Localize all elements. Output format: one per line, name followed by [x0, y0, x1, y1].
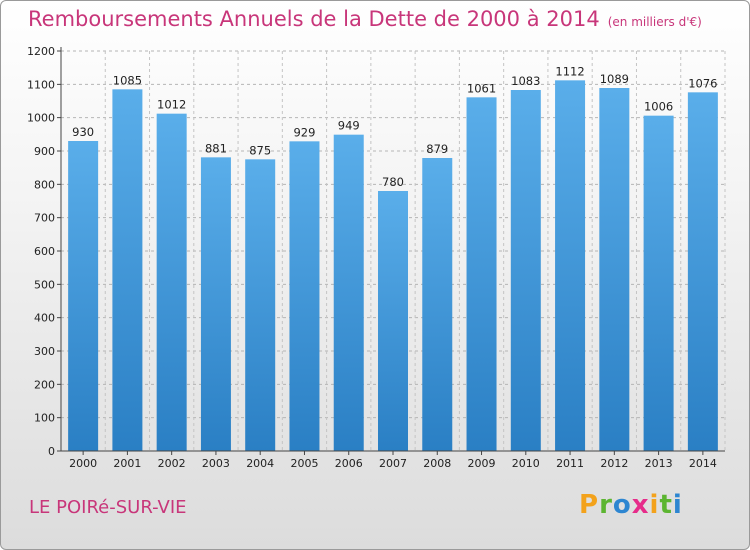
logo-letter: t	[659, 490, 673, 520]
value-label-2008: 879	[426, 142, 448, 156]
bar-2003	[200, 157, 231, 452]
y-tick-label: 600	[34, 245, 55, 258]
logo-letter: r	[599, 490, 613, 520]
y-tick-label: 500	[34, 278, 55, 291]
y-tick-label: 0	[48, 445, 55, 458]
value-label-2001: 1085	[113, 73, 142, 87]
x-tick-label-2000: 2000	[69, 457, 97, 470]
x-tick-label-2013: 2013	[645, 457, 673, 470]
value-label-2006: 949	[338, 119, 360, 133]
chart-title-text: Remboursements Annuels de la Dette de 20…	[28, 7, 600, 31]
chart-title: Remboursements Annuels de la Dette de 20…	[28, 7, 702, 31]
x-tick-label-2006: 2006	[335, 457, 363, 470]
y-tick-label: 200	[34, 378, 55, 391]
y-tick-label: 100	[34, 412, 55, 425]
bar-2000	[68, 141, 99, 451]
value-label-2010: 1083	[511, 74, 540, 88]
bar-2007	[378, 191, 408, 451]
logo-letter: P	[579, 490, 600, 520]
y-tick-label: 900	[34, 145, 55, 158]
value-label-2000: 930	[72, 125, 94, 139]
bar-2001	[112, 89, 143, 451]
value-label-2012: 1089	[600, 72, 629, 86]
x-tick-label-2007: 2007	[379, 457, 407, 470]
value-label-2005: 929	[293, 125, 315, 139]
y-tick-label: 300	[34, 345, 55, 358]
x-tick-label-2003: 2003	[202, 457, 230, 470]
y-tick-label: 1200	[27, 45, 55, 58]
y-tick-label: 1100	[27, 78, 55, 91]
x-tick-label-2011: 2011	[556, 457, 584, 470]
value-label-2007: 780	[382, 175, 404, 189]
value-label-2013: 1006	[644, 100, 673, 114]
value-label-2004: 875	[249, 143, 271, 157]
x-tick-label-2012: 2012	[600, 457, 628, 470]
logo-letter: i	[672, 490, 683, 520]
bar-2011	[555, 80, 586, 451]
y-tick-label: 800	[34, 178, 55, 191]
bar-2002	[156, 113, 187, 452]
x-tick-label-2009: 2009	[468, 457, 496, 470]
chart-unit: (en milliers d'€)	[607, 15, 702, 29]
y-tick-label: 1000	[27, 112, 55, 125]
town-name: LE POIRé-SUR-VIE	[29, 497, 187, 518]
logo-letter: x	[631, 490, 650, 520]
x-tick-label-2010: 2010	[512, 457, 540, 470]
logo-letter: i	[649, 490, 660, 520]
bar-2010	[510, 90, 541, 451]
value-label-2009: 1061	[467, 81, 496, 95]
value-label-2002: 1012	[157, 98, 186, 112]
bars	[68, 80, 718, 452]
bar-2012	[599, 88, 630, 451]
bar-2006	[333, 134, 364, 451]
bar-2013	[643, 115, 674, 452]
value-label-2011: 1112	[555, 64, 584, 78]
value-label-2014: 1076	[688, 76, 717, 90]
bar-2009	[466, 97, 497, 451]
bar-2005	[289, 141, 320, 452]
x-tick-label-2014: 2014	[689, 457, 717, 470]
axes	[57, 47, 725, 455]
x-tick-label-2001: 2001	[113, 457, 141, 470]
bar-2008	[422, 158, 453, 451]
x-tick-label-2008: 2008	[423, 457, 451, 470]
bar-2004	[245, 159, 276, 452]
x-tick-label-2004: 2004	[246, 457, 274, 470]
y-tick-label: 700	[34, 212, 55, 225]
y-tick-label: 400	[34, 312, 55, 325]
value-label-2003: 881	[205, 141, 227, 155]
labels: 0 100 200 300 400 500 600 700 800 900 1000 1100 1200…	[27, 45, 718, 470]
logo-letter: o	[612, 490, 632, 520]
x-tick-label-2005: 2005	[290, 457, 318, 470]
x-tick-label-2002: 2002	[158, 457, 186, 470]
bar-2014	[687, 92, 718, 451]
proxiti-logo: Proxiti	[579, 490, 683, 520]
